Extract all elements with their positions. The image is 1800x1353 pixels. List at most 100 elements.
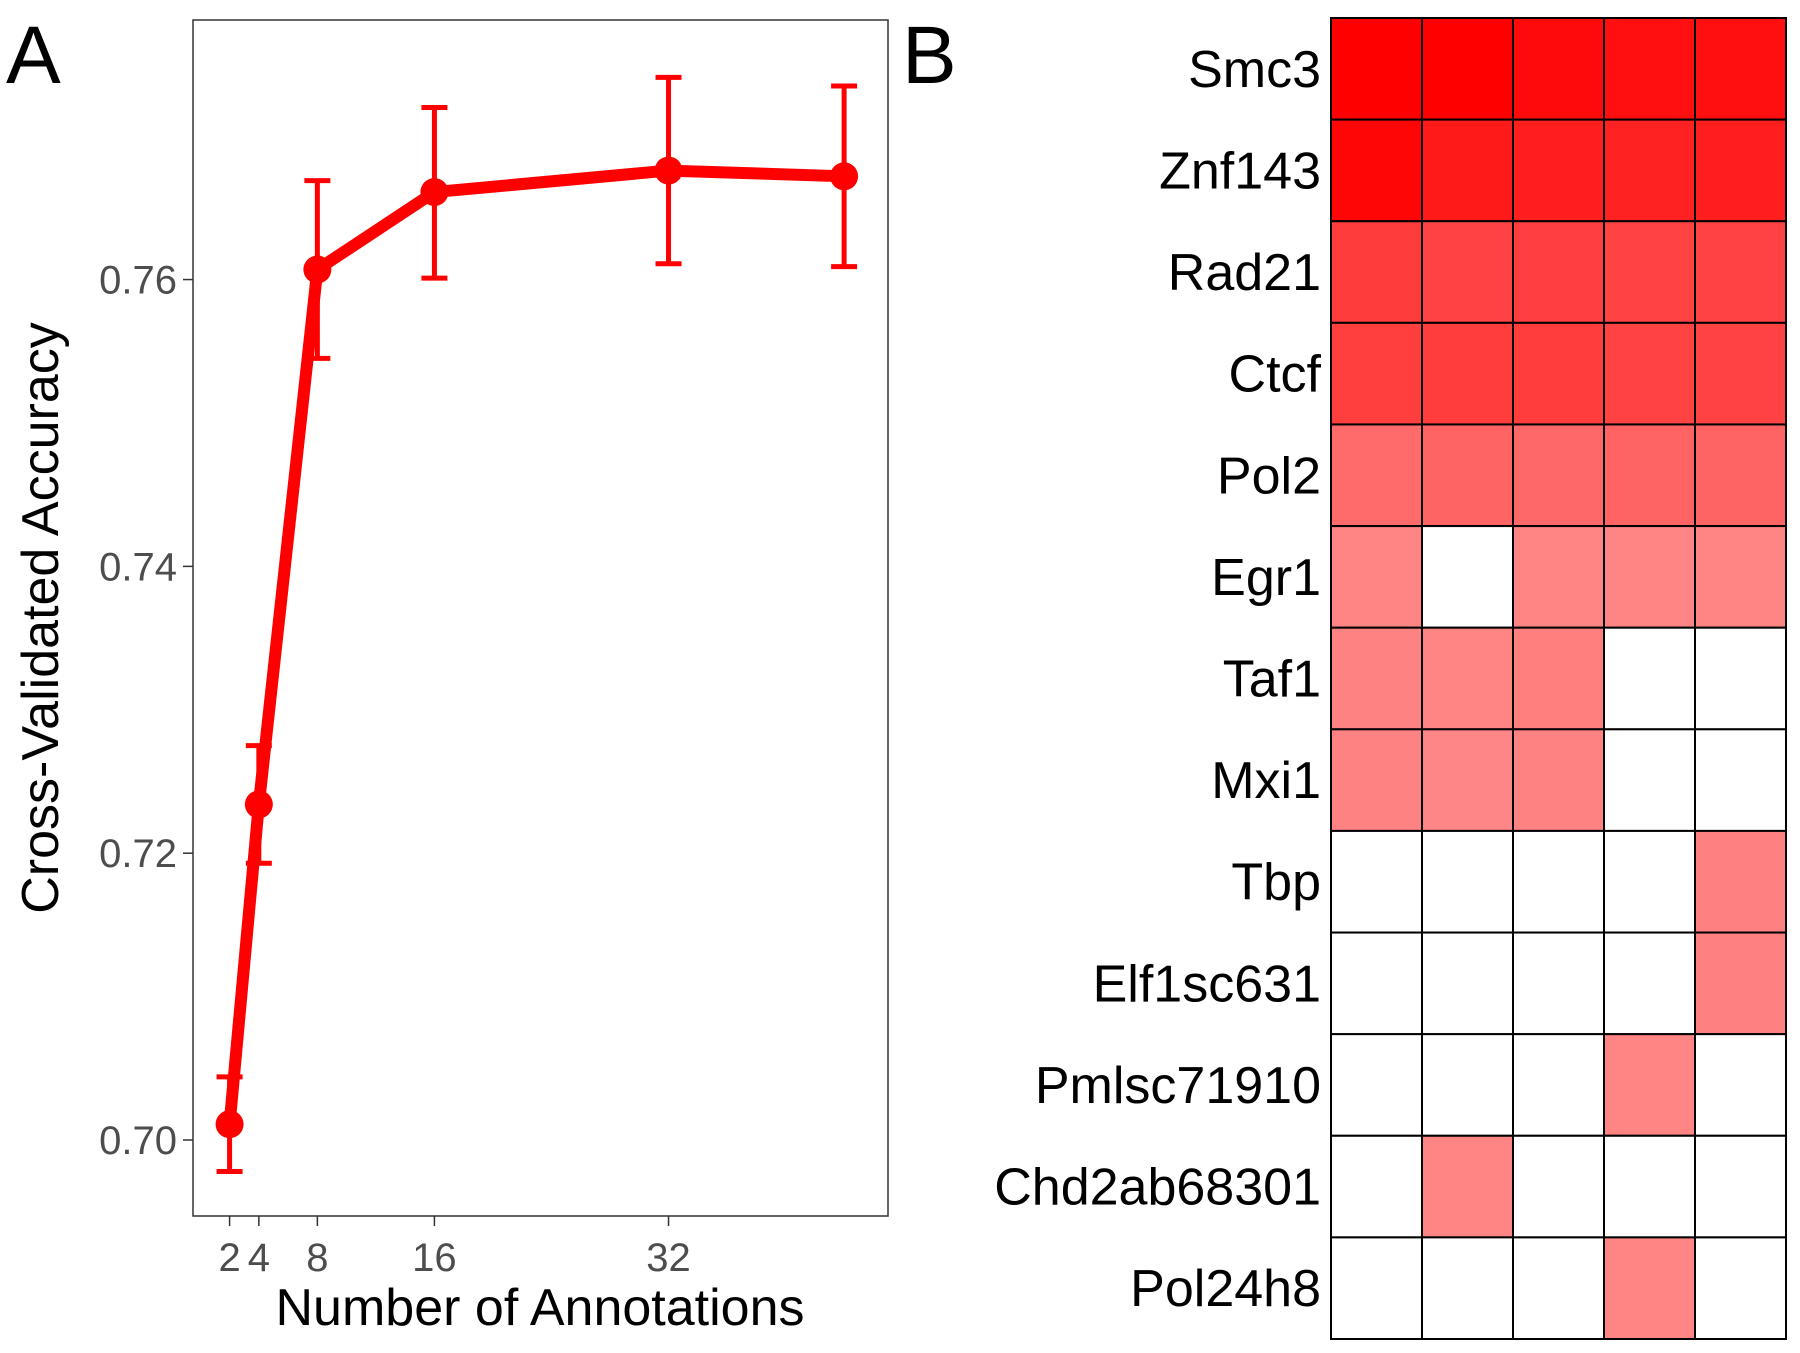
heatmap-cell [1421,118,1514,223]
panel-b-heatmap: Smc3 Znf143 Rad21 Ctcf Pol2 Egr1 Taf1 Mxi1 Tbp El… [994,17,1787,1341]
panel-a-line-chart: 0.70 0.72 0.74 0.76 2 4 8 16 32 Cross-Validated… [12,19,889,1337]
heatmap-cell [1512,17,1605,121]
x-tick-label: 4 [248,1236,270,1280]
heatmap-row-label: Taf1 [1223,651,1321,709]
heatmap-cell [1421,220,1514,324]
heatmap-cell [1421,321,1514,426]
heatmap-cell [1603,1236,1696,1341]
data-point [215,1110,244,1139]
x-axis-title: Number of Annotations [276,1279,805,1337]
y-axis: 0.70 0.72 0.74 0.76 [99,259,193,1163]
heatmap-cell [1603,321,1696,426]
heatmap-row [1330,17,1787,121]
heatmap-cell [1512,626,1605,731]
heatmap-cell [1603,118,1696,223]
heatmap-cell [1330,829,1423,934]
heatmap-cell [1512,423,1605,528]
heatmap-cell [1512,1033,1605,1137]
heatmap-cell [1421,829,1514,934]
heatmap-cell [1330,17,1423,121]
data-point [830,162,859,191]
heatmap-cell [1512,220,1605,324]
heatmap-cell [1330,423,1423,528]
heatmap-cell [1421,525,1514,629]
heatmap-cell [1330,931,1423,1036]
heatmap-row [1330,525,1787,629]
heatmap-cells [1330,17,1787,1341]
heatmap-cell [1330,728,1423,832]
heatmap-row [1330,118,1787,223]
heatmap-row [1330,626,1787,731]
data-point [244,790,273,819]
heatmap-cell [1330,118,1423,223]
heatmap-row [1330,423,1787,528]
heatmap-row-label: Mxi1 [1211,752,1321,810]
heatmap-row-labels: Smc3 Znf143 Rad21 Ctcf Pol2 Egr1 Taf1 Mxi1 Tbp El… [994,41,1321,1318]
heatmap-cell [1694,118,1787,223]
heatmap-cell [1694,829,1787,934]
heatmap-cell [1330,1134,1423,1239]
heatmap-row-label: Egr1 [1211,549,1321,607]
data-point [420,178,449,207]
heatmap-cell [1512,525,1605,629]
heatmap-cell [1330,1236,1423,1341]
heatmap-cell [1694,728,1787,832]
heatmap-cell [1330,220,1423,324]
heatmap-cell [1512,829,1605,934]
heatmap-cell [1330,626,1423,731]
heatmap-cell [1694,525,1787,629]
plot-frame [192,19,889,1217]
heatmap-cell [1330,525,1423,629]
data-point [654,156,683,185]
heatmap-cell [1603,1134,1696,1239]
heatmap-row [1330,931,1787,1036]
heatmap-row-label: Elf1sc631 [1093,955,1321,1013]
x-tick-label: 8 [306,1236,328,1280]
heatmap-row [1330,1033,1787,1137]
heatmap-row-label: Pmlsc71910 [1035,1057,1321,1115]
heatmap-row [1330,829,1787,934]
panel-a-letter: A [6,10,61,101]
heatmap-cell [1603,1033,1696,1137]
heatmap-cell [1603,423,1696,528]
heatmap-row [1330,321,1787,426]
heatmap-cell [1603,931,1696,1036]
heatmap-cell [1512,1134,1605,1239]
heatmap-row-label: Pol24h8 [1130,1260,1321,1318]
heatmap-row [1330,220,1787,324]
heatmap-cell [1603,829,1696,934]
heatmap-row-label: Pol2 [1217,447,1321,505]
heatmap-cell [1421,931,1514,1036]
heatmap-cell [1330,1033,1423,1137]
heatmap-cell [1694,321,1787,426]
heatmap-cell [1421,1033,1514,1137]
heatmap-cell [1603,525,1696,629]
heatmap-cell [1512,118,1605,223]
heatmap-cell [1421,423,1514,528]
heatmap-row [1330,1134,1787,1239]
x-tick-label: 32 [646,1236,691,1280]
y-tick-label: 0.74 [99,545,177,589]
heatmap-row-label: Rad21 [1168,244,1321,302]
heatmap-row-label: Chd2ab68301 [994,1159,1321,1217]
y-tick-label: 0.76 [99,259,177,303]
heatmap-cell [1603,220,1696,324]
heatmap-row-label: Znf143 [1159,142,1321,200]
accuracy-series [215,74,859,1175]
heatmap-row [1330,728,1787,832]
heatmap-cell [1421,1236,1514,1341]
heatmap-cell [1694,626,1787,731]
heatmap-cell [1512,728,1605,832]
y-tick-label: 0.72 [99,832,177,876]
x-tick-label: 16 [412,1236,457,1280]
heatmap-cell [1694,1236,1787,1341]
series-line [223,164,851,1131]
x-tick-label: 2 [218,1236,240,1280]
heatmap-cell [1603,17,1696,121]
heatmap-cell [1694,220,1787,324]
heatmap-cell [1512,321,1605,426]
heatmap-cell [1512,1236,1605,1341]
data-point [303,255,332,284]
heatmap-cell [1694,1134,1787,1239]
